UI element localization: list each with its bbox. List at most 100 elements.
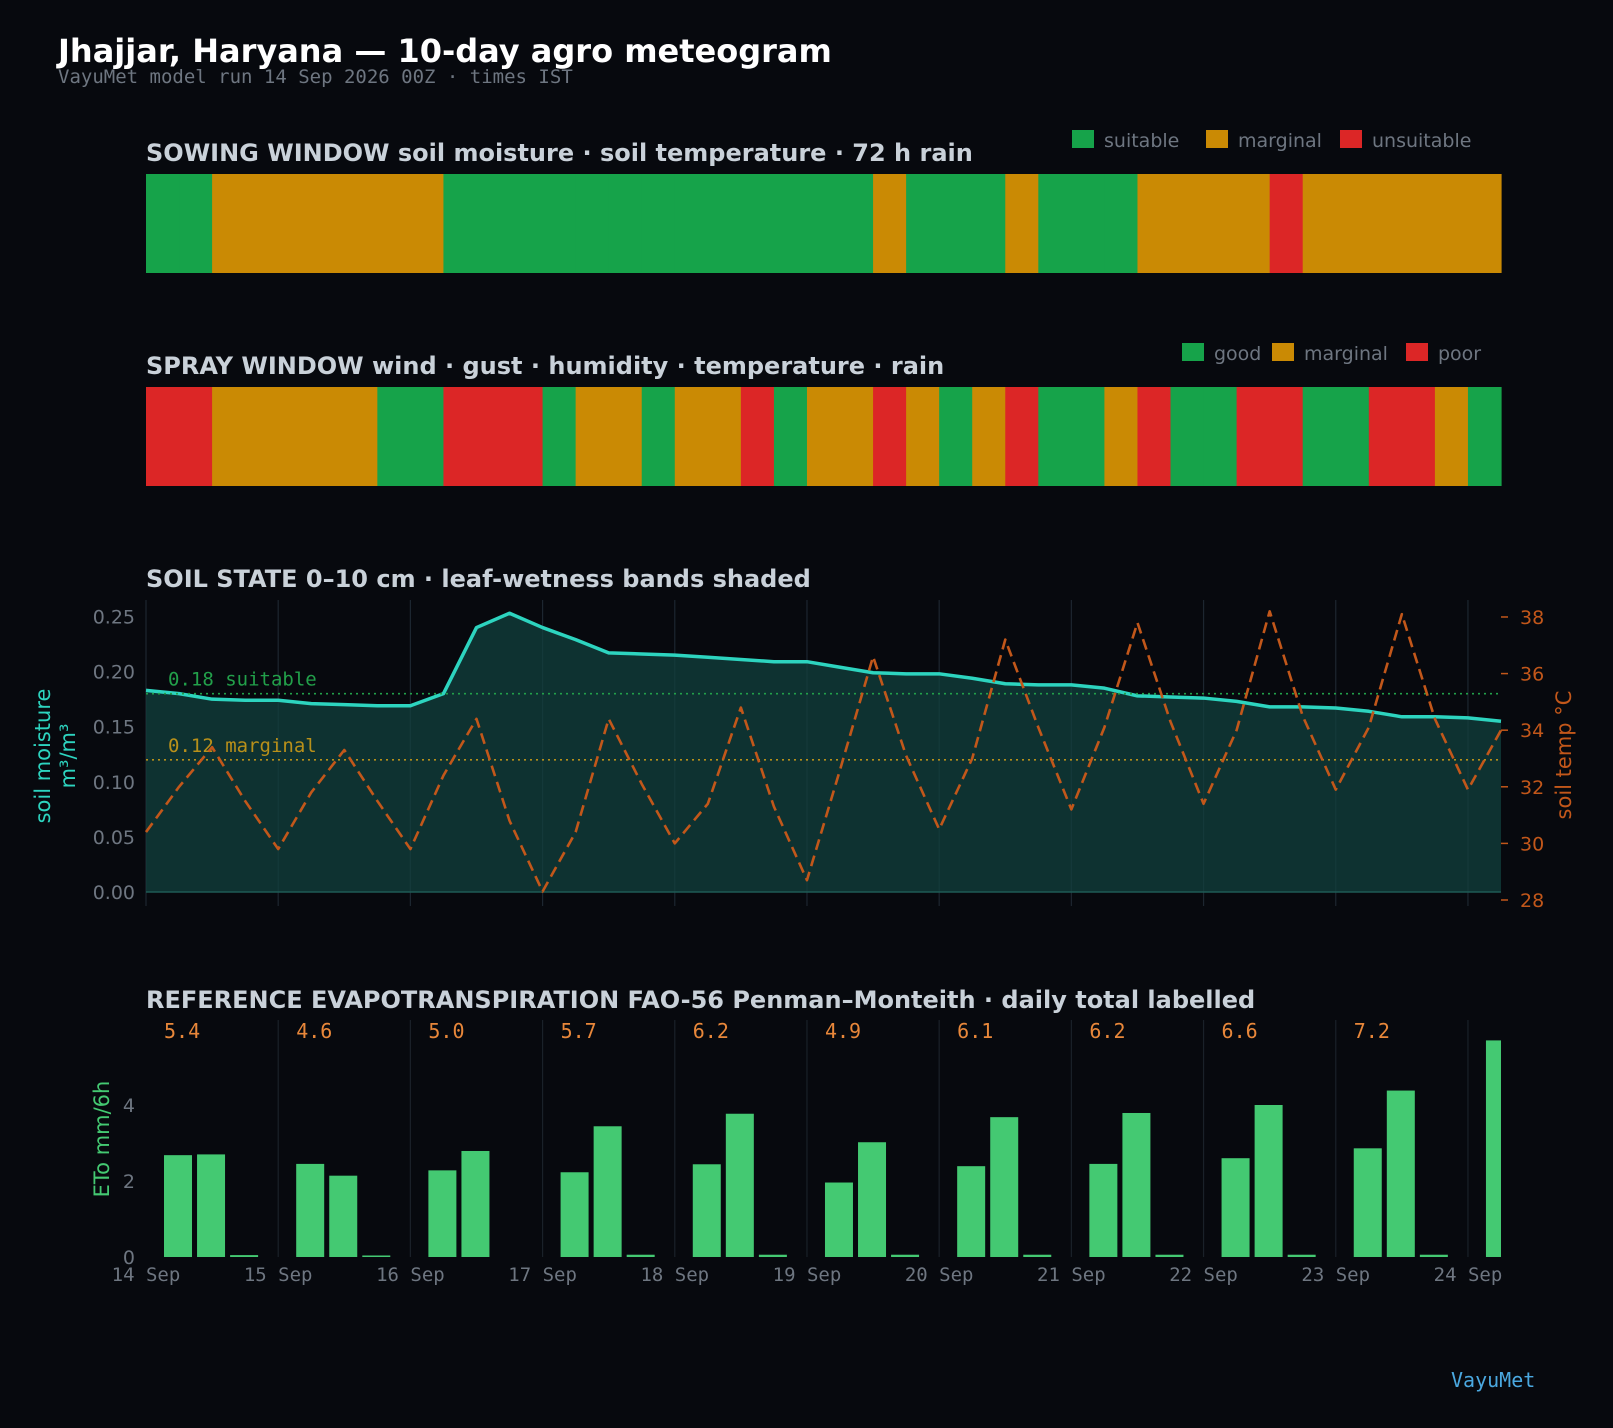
sowing-cell — [1302, 174, 1337, 273]
soil-temp-line — [144, 610, 1503, 893]
eto-x-tick-label: 17 Sep — [508, 1264, 577, 1286]
sowing-cell — [1401, 174, 1436, 273]
soil-right-tick-label: 32 — [1520, 777, 1544, 799]
sowing-cell — [509, 174, 544, 273]
spray-cell — [972, 387, 1006, 486]
soil-threshold-label: 0.12 marginal — [168, 735, 317, 757]
eto-x-tick-label: 20 Sep — [905, 1264, 974, 1286]
soil-right-axis-label: soil temp °C — [1552, 691, 1576, 820]
eto-x-tick-label: 24 Sep — [1434, 1264, 1503, 1286]
sowing-cell — [939, 174, 973, 273]
sowing-legend-label: marginal — [1238, 130, 1322, 152]
sowing-cell — [1170, 174, 1205, 273]
sowing-cell — [1434, 174, 1469, 273]
eto-daily-total-label: 6.2 — [1089, 1019, 1125, 1043]
eto-bar — [891, 1254, 920, 1257]
sowing-cell — [179, 174, 213, 273]
eto-x-tick-label: 19 Sep — [773, 1264, 842, 1286]
eto-bar — [1254, 1105, 1283, 1257]
spray-cell — [1137, 387, 1172, 486]
eto-x-tick-label: 21 Sep — [1037, 1264, 1106, 1286]
sowing-cell — [377, 174, 411, 273]
soil-moisture-line — [145, 611, 1502, 723]
eto-x-tick-label: 18 Sep — [640, 1264, 709, 1286]
spray-cell — [1104, 387, 1139, 486]
soil-threshold-label: 0.18 suitable — [168, 669, 317, 691]
sowing-cell — [476, 174, 511, 273]
sowing-cell — [575, 174, 610, 273]
spray-title: SPRAY WINDOW wind · gust · humidity · te… — [146, 352, 944, 380]
soil-title: SOIL STATE 0–10 cm · leaf-wetness bands … — [146, 565, 811, 593]
eto-bar — [230, 1255, 259, 1257]
eto-bar — [461, 1150, 490, 1257]
sowing-legend-swatch — [1340, 130, 1362, 148]
eto-y-tick-label: 2 — [123, 1171, 135, 1193]
soil-right-tick-label: 38 — [1520, 607, 1544, 629]
sowing-cell — [443, 174, 478, 273]
eto-bar — [1155, 1254, 1184, 1257]
sowing-cell — [740, 174, 775, 273]
eto-bar — [1485, 1040, 1501, 1257]
sowing-legend-label: suitable — [1104, 130, 1179, 152]
eto-daily-total-label: 4.6 — [296, 1019, 332, 1043]
spray-cell — [476, 387, 511, 486]
sowing-cell — [873, 174, 907, 273]
spray-legend-swatch — [1182, 343, 1204, 361]
soil-left-tick-label: 0.00 — [93, 882, 135, 904]
spray-cell — [641, 387, 676, 486]
eto-daily-total-label: 4.9 — [825, 1019, 861, 1043]
eto-x-tick-label: 14 Sep — [112, 1264, 181, 1286]
soil-right-tick-label: 36 — [1520, 664, 1544, 686]
sowing-cell — [972, 174, 1006, 273]
sowing-cell — [707, 174, 742, 273]
brand-footer: VayuMet — [1451, 1368, 1536, 1392]
chart-title: Jhajjar, Haryana — 10-day agro meteogram — [58, 32, 832, 70]
spray-cell — [906, 387, 940, 486]
eto-bar — [858, 1142, 887, 1257]
soil-left-tick-label: 0.15 — [93, 717, 135, 739]
sowing-cell — [311, 174, 345, 273]
spray-cell — [1071, 387, 1106, 486]
soil-left-axis-label-line: m³/m³ — [56, 724, 80, 789]
spray-cell — [575, 387, 610, 486]
spray-cell — [443, 387, 478, 486]
spray-cell — [1335, 387, 1370, 486]
sowing-legend-swatch — [1072, 130, 1094, 148]
spray-cell — [674, 387, 709, 486]
spray-cell — [740, 387, 775, 486]
soil-left-tick-label: 0.20 — [93, 662, 135, 684]
eto-bar — [626, 1254, 655, 1257]
soil-right-tick-label: 34 — [1520, 720, 1544, 742]
sowing-cell — [1104, 174, 1139, 273]
eto-bar — [725, 1113, 754, 1257]
sowing-cell — [1005, 174, 1039, 273]
spray-cell — [377, 387, 411, 486]
eto-bar — [1089, 1163, 1118, 1257]
sowing-cell — [410, 174, 445, 273]
eto-x-tick-label: 22 Sep — [1169, 1264, 1238, 1286]
eto-bar — [824, 1182, 853, 1257]
sowing-cell — [1071, 174, 1106, 273]
soil-right-tick-label: 28 — [1520, 890, 1544, 912]
spray-cell — [840, 387, 874, 486]
eto-bar — [692, 1164, 721, 1257]
spray-cell — [1302, 387, 1337, 486]
spray-cell — [311, 387, 345, 486]
soil-left-axis-label-line: soil moisture — [31, 689, 55, 824]
eto-daily-total-label: 6.1 — [957, 1019, 993, 1043]
spray-cell — [1236, 387, 1271, 486]
spray-cell — [344, 387, 378, 486]
spray-cell — [1038, 387, 1072, 486]
eto-x-tick-label: 23 Sep — [1301, 1264, 1370, 1286]
sowing-cell — [278, 174, 312, 273]
sowing-cell — [773, 174, 808, 273]
eto-bar — [1386, 1090, 1415, 1257]
spray-cell — [707, 387, 742, 486]
eto-x-tick-label: 15 Sep — [244, 1264, 313, 1286]
sowing-cell — [608, 174, 643, 273]
chart-subtitle: VayuMet model run 14 Sep 2026 00Z · time… — [58, 66, 573, 88]
sowing-cell — [674, 174, 709, 273]
eto-daily-total-label: 5.4 — [164, 1019, 200, 1043]
spray-cell — [212, 387, 246, 486]
